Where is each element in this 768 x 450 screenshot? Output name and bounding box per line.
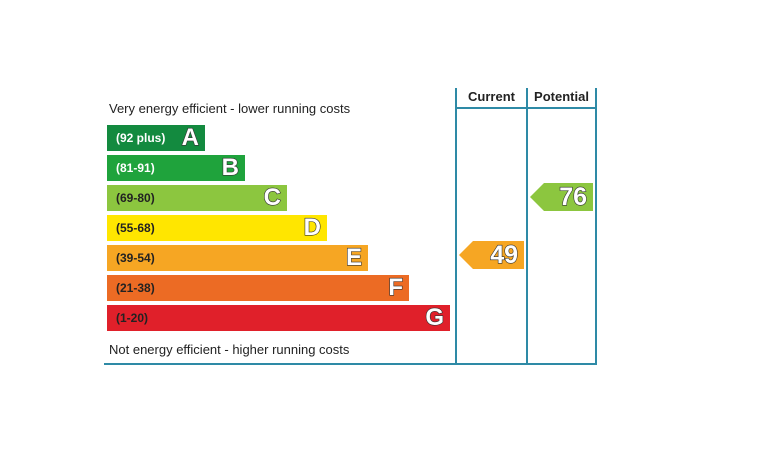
band-c: (69-80) C xyxy=(107,184,287,211)
band-d-range: (55-68) xyxy=(116,221,155,235)
band-b: (81-91) B xyxy=(107,154,245,181)
top-caption: Very energy efficient - lower running co… xyxy=(109,101,351,116)
band-e-range: (39-54) xyxy=(116,251,155,265)
band-c-range: (69-80) xyxy=(116,191,155,205)
current-rating-value: 49 xyxy=(490,240,519,269)
bottom-border xyxy=(104,363,597,365)
band-c-letter: C xyxy=(263,184,282,211)
bottom-caption: Not energy efficient - higher running co… xyxy=(109,342,350,357)
band-g: (1-20) G xyxy=(107,304,450,331)
band-f: (21-38) F xyxy=(107,274,409,301)
band-d: (55-68) D xyxy=(107,214,327,241)
band-a: (92 plus) A xyxy=(107,124,205,151)
band-g-range: (1-20) xyxy=(116,311,149,325)
column-divider-right xyxy=(595,88,597,365)
band-g-letter: G xyxy=(425,304,445,331)
column-divider-left xyxy=(455,88,457,365)
band-b-letter: B xyxy=(221,154,240,181)
band-a-letter: A xyxy=(181,124,200,151)
band-e: (39-54) E xyxy=(107,244,368,271)
potential-rating-value: 76 xyxy=(559,182,588,211)
potential-rating-arrow: 76 xyxy=(530,183,593,211)
band-f-range: (21-38) xyxy=(116,281,155,295)
current-rating-arrow: 49 xyxy=(459,241,524,269)
header-divider xyxy=(455,107,597,109)
band-b-range: (81-91) xyxy=(116,161,155,175)
column-divider-middle xyxy=(526,88,528,365)
band-d-letter: D xyxy=(303,214,322,241)
band-a-range: (92 plus) xyxy=(116,131,166,145)
column-header-potential: Potential xyxy=(534,89,589,104)
column-header-current: Current xyxy=(468,89,515,104)
band-f-letter: F xyxy=(388,274,404,301)
band-e-letter: E xyxy=(345,244,362,271)
